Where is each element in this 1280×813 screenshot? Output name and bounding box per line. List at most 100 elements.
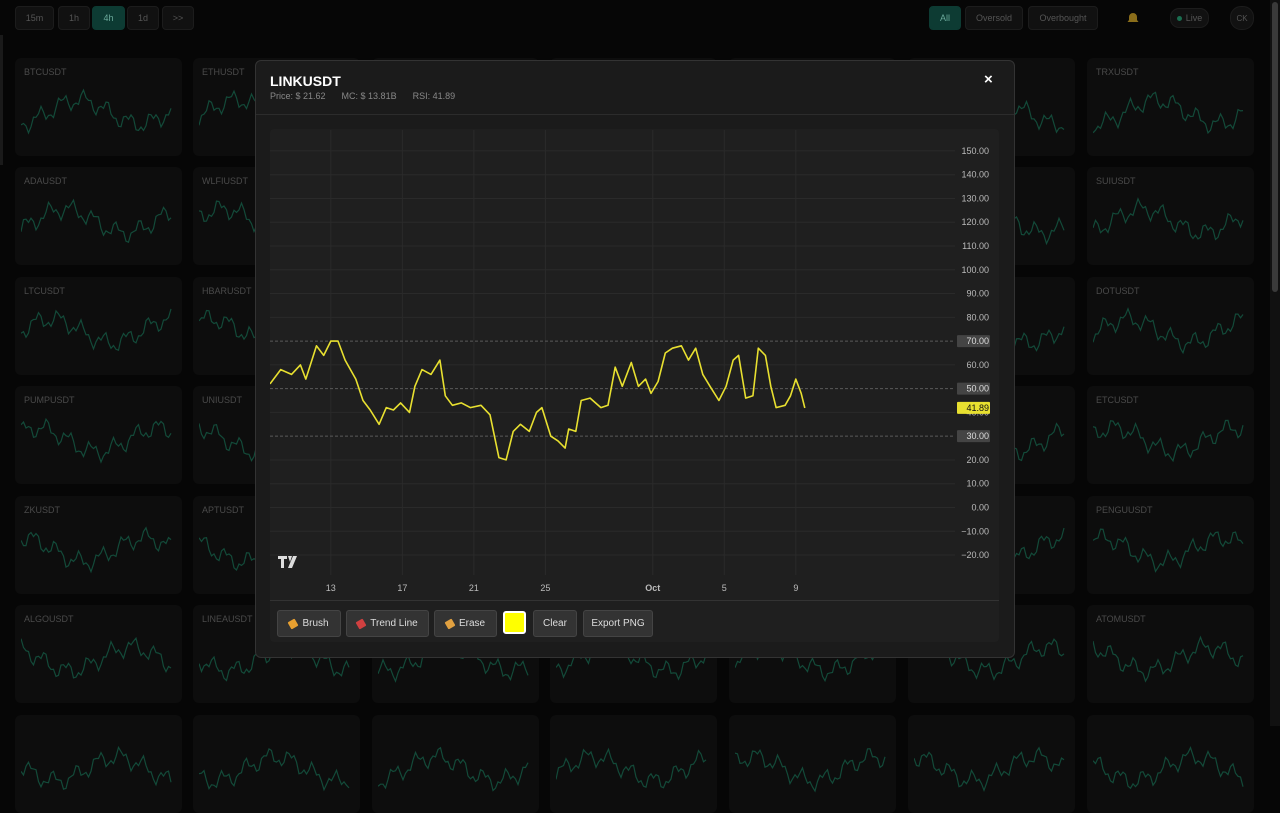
market-tile[interactable]: BTCUSDT: [15, 58, 182, 156]
level-tag: [957, 335, 990, 348]
sparkline-path: [1093, 91, 1244, 135]
tile-symbol: BTCUSDT: [24, 67, 67, 77]
tile-symbol: HBARUSDT: [202, 286, 252, 296]
timeframe-button[interactable]: 1d: [127, 6, 159, 30]
tool-icon: [444, 618, 456, 629]
tool-label: Export PNG: [591, 618, 645, 629]
scrollbar: [1270, 0, 1280, 726]
sparkline-path: [378, 746, 529, 792]
tile-symbol: PENGUUSDT: [1096, 505, 1153, 515]
level-label: 70.00: [966, 336, 989, 346]
stat: MC: $ 13.81B: [341, 91, 397, 101]
tool-icon: [287, 618, 299, 629]
last-value-label: 41.89: [966, 403, 989, 413]
bell-icon[interactable]: [1127, 11, 1139, 23]
sparkline-path: [1093, 635, 1244, 683]
market-tile[interactable]: ETCUSDT: [1087, 386, 1254, 484]
sparkline-path: [21, 526, 172, 574]
live-dot: [1176, 15, 1182, 21]
timeframe-button[interactable]: 15m: [15, 6, 54, 30]
tile-symbol: ETHUSDT: [202, 67, 245, 77]
x-tick-label: 5: [722, 583, 727, 593]
y-tick-label: 60.00: [966, 360, 989, 370]
filter-button[interactable]: All: [929, 6, 961, 30]
market-tile[interactable]: ALGOUSDT: [15, 605, 182, 703]
timeframe-button[interactable]: >>: [162, 6, 194, 30]
y-tick-label: 120.00: [961, 217, 989, 227]
sparkline: [21, 308, 172, 351]
market-tile[interactable]: ADAUSDT: [15, 167, 182, 265]
sparkline-path: [914, 746, 1065, 793]
market-tile[interactable]: [729, 715, 896, 813]
sparkline: [1093, 419, 1244, 463]
sparkline-path: [199, 747, 350, 792]
sparkline-path: [21, 417, 172, 464]
filter-button[interactable]: Overbought: [1028, 6, 1098, 30]
sparkline: [1093, 528, 1244, 573]
tile-symbol: ZKUSDT: [24, 505, 60, 515]
market-tile[interactable]: LTCUSDT: [15, 277, 182, 375]
sparkline: [21, 417, 172, 464]
color-swatch[interactable]: [503, 611, 526, 634]
timeframe-button[interactable]: 1h: [58, 6, 90, 30]
y-tick-label: 20.00: [966, 455, 989, 465]
market-tile[interactable]: [1087, 715, 1254, 813]
sparkline: [556, 636, 707, 681]
sparkline-path: [735, 748, 886, 793]
sparkline: [735, 748, 886, 793]
filter-button[interactable]: Oversold: [965, 6, 1023, 30]
market-tile[interactable]: [908, 715, 1075, 813]
tool-label: Clear: [543, 618, 567, 629]
y-tick-label: 80.00: [966, 312, 989, 322]
live-label: Live: [1185, 13, 1203, 23]
market-tile[interactable]: TRXUSDT: [1087, 58, 1254, 156]
sparkline-path: [21, 636, 172, 679]
sparkline-path: [21, 308, 172, 351]
tool-button[interactable]: Export PNG: [583, 610, 653, 637]
avatar[interactable]: CK: [1230, 6, 1254, 30]
y-tick-label: 130.00: [961, 193, 989, 203]
market-tile[interactable]: [193, 715, 360, 813]
market-tile[interactable]: PUMPUSDT: [15, 386, 182, 484]
divider: [256, 114, 1014, 115]
tile-symbol: DOTUSDT: [1096, 286, 1140, 296]
tile-symbol: APTUSDT: [202, 505, 245, 515]
timeframe-button[interactable]: 4h: [92, 6, 125, 30]
sparkline: [378, 746, 529, 792]
last-value-tag: [957, 401, 990, 414]
sparkline: [199, 747, 350, 792]
y-tick-label: 140.00: [961, 170, 989, 180]
x-tick-label: 9: [793, 583, 798, 593]
sparkline-path: [1093, 419, 1244, 463]
modal-title: LINKUSDT: [270, 73, 341, 89]
stat: RSI: 41.89: [412, 91, 456, 101]
tool-button[interactable]: Trend Line: [346, 610, 429, 637]
market-tile[interactable]: [550, 715, 717, 813]
tile-symbol: ALGOUSDT: [24, 614, 74, 624]
tool-button[interactable]: Brush: [277, 610, 341, 637]
sparkline: [21, 636, 172, 679]
level-label: 50.00: [966, 384, 989, 394]
sparkline: [21, 745, 172, 790]
close-button[interactable]: ×: [984, 71, 993, 88]
rsi-line: [270, 340, 806, 461]
sparkline: [21, 526, 172, 574]
market-tile[interactable]: SUIUSDT: [1087, 167, 1254, 265]
y-tick-label: 90.00: [966, 289, 989, 299]
market-tile[interactable]: ATOMUSDT: [1087, 605, 1254, 703]
market-tile[interactable]: PENGUUSDT: [1087, 496, 1254, 594]
live-badge[interactable]: Live: [1170, 8, 1209, 28]
sparkline-path: [1093, 528, 1244, 573]
market-tile[interactable]: DOTUSDT: [1087, 277, 1254, 375]
tool-button[interactable]: Clear: [533, 610, 577, 637]
market-tile[interactable]: ZKUSDT: [15, 496, 182, 594]
y-tick-label: 10.00: [966, 479, 989, 489]
y-tick-label: 110.00: [962, 241, 989, 251]
tool-button[interactable]: Erase: [434, 610, 497, 637]
tv-logo: [278, 556, 297, 568]
market-tile[interactable]: [15, 715, 182, 813]
market-tile[interactable]: [372, 715, 539, 813]
page: 15m 1h 4h 1d >> All Oversold Overbought Live CK B…: [0, 0, 1280, 793]
tool-label: Erase: [458, 618, 486, 629]
x-tick-label: 17: [397, 583, 407, 593]
